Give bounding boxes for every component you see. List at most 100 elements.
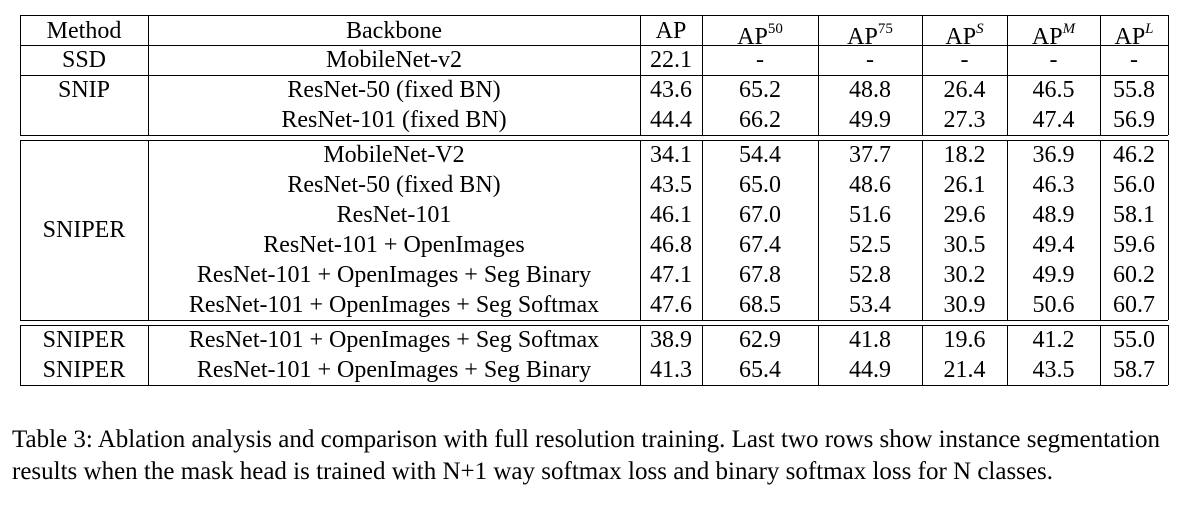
- column-rule: [1168, 140, 1169, 320]
- block-bottom-rule: [20, 135, 1168, 136]
- backbone-cell: ResNet-101 + OpenImages + Seg Binary: [196, 262, 592, 288]
- metric-cell-ap75: 48.8: [849, 77, 891, 103]
- metric-cell-aps: 21.4: [943, 357, 986, 383]
- metric-cell-aps: 30.2: [943, 262, 986, 288]
- metric-cell-apl: 55.0: [1113, 327, 1155, 353]
- backbone-cell: ResNet-50 (fixed BN): [287, 172, 501, 198]
- header-apl-superscript: L: [1145, 21, 1154, 37]
- metric-cell-ap50: -: [756, 47, 764, 73]
- column-rule: [20, 140, 21, 320]
- backbone-cell: ResNet-101 + OpenImages + Seg Softmax: [188, 327, 600, 353]
- metric-cell-ap: 46.1: [650, 202, 692, 228]
- column-rule: [922, 325, 923, 385]
- metric-cell-ap: 22.1: [650, 47, 692, 73]
- header-backbone: Backbone: [346, 18, 442, 44]
- column-rule: [640, 325, 641, 385]
- header-ap75-superscript: 75: [877, 21, 893, 37]
- header-aps: APS: [922, 16, 1007, 50]
- metric-cell-ap75: 41.8: [849, 327, 891, 353]
- method-cell: SSD: [61, 47, 107, 73]
- column-rule: [1100, 140, 1101, 320]
- metric-cell-ap50: 67.0: [739, 202, 781, 228]
- header-apl: APL: [1100, 16, 1168, 50]
- group-rule: [20, 75, 1168, 76]
- header-method: Method: [46, 18, 122, 44]
- metric-cell-ap: 38.9: [650, 327, 692, 353]
- metric-cell-ap: 47.6: [650, 292, 692, 318]
- metric-cell-ap50: 66.2: [739, 107, 781, 133]
- column-rule: [922, 15, 923, 135]
- column-rule: [922, 140, 923, 320]
- backbone-cell: ResNet-101 (fixed BN): [281, 107, 507, 133]
- metric-cell-ap50: 67.8: [739, 262, 781, 288]
- block-bottom-rule: [20, 320, 1168, 321]
- metric-cell-aps: 26.1: [943, 172, 986, 198]
- backbone-cell: MobileNet-v2: [326, 47, 462, 73]
- metric-cell-apl: 56.9: [1113, 107, 1155, 133]
- metric-cell-ap50: 62.9: [739, 327, 781, 353]
- column-rule: [148, 140, 149, 320]
- metric-cell-aps: 19.6: [943, 327, 986, 353]
- header-ap75: AP75: [818, 16, 922, 50]
- metric-cell-ap: 43.6: [650, 77, 692, 103]
- column-rule: [1007, 15, 1008, 135]
- metric-cell-ap50: 65.0: [739, 172, 781, 198]
- column-rule: [702, 15, 703, 135]
- backbone-cell: ResNet-101 + OpenImages + Seg Softmax: [188, 292, 600, 318]
- method-cell: SNIPER: [42, 327, 126, 353]
- metric-cell-apl: 58.7: [1113, 357, 1155, 383]
- metric-cell-ap75: 51.6: [849, 202, 891, 228]
- column-rule: [818, 325, 819, 385]
- metric-cell-aps: 29.6: [943, 202, 986, 228]
- metric-cell-ap75: 37.7: [849, 142, 891, 168]
- method-cell: SNIP: [57, 77, 111, 103]
- metric-cell-ap75: -: [866, 47, 874, 73]
- block-top-rule: [20, 140, 1168, 141]
- header-aps-superscript: S: [976, 21, 984, 37]
- column-rule: [818, 15, 819, 135]
- metric-cell-aps: 26.4: [943, 77, 986, 103]
- column-rule: [20, 325, 21, 385]
- metric-cell-apm: 48.9: [1032, 202, 1075, 228]
- metric-cell-ap50: 68.5: [739, 292, 781, 318]
- column-rule: [1100, 325, 1101, 385]
- column-rule: [1100, 15, 1101, 135]
- metric-cell-ap: 44.4: [650, 107, 692, 133]
- metric-cell-apm: 41.2: [1032, 327, 1075, 353]
- column-rule: [1007, 325, 1008, 385]
- metric-cell-ap: 47.1: [650, 262, 692, 288]
- metric-cell-aps: 27.3: [943, 107, 986, 133]
- header-ap: AP: [655, 18, 687, 44]
- column-rule: [702, 140, 703, 320]
- backbone-cell: MobileNet-V2: [323, 142, 465, 168]
- column-rule: [818, 140, 819, 320]
- metric-cell-apm: 47.4: [1032, 107, 1075, 133]
- metric-cell-ap75: 52.8: [849, 262, 891, 288]
- metric-cell-ap75: 49.9: [849, 107, 891, 133]
- metric-cell-ap75: 52.5: [849, 232, 891, 258]
- metric-cell-ap50: 65.2: [739, 77, 781, 103]
- metric-cell-ap75: 53.4: [849, 292, 891, 318]
- metric-cell-apl: 60.2: [1113, 262, 1155, 288]
- header-ap50: AP50: [702, 16, 818, 50]
- backbone-cell: ResNet-101 + OpenImages + Seg Binary: [196, 357, 592, 383]
- metric-cell-ap75: 44.9: [849, 357, 891, 383]
- metric-cell-ap50: 54.4: [739, 142, 781, 168]
- column-rule: [20, 15, 21, 135]
- metric-cell-apm: 49.9: [1032, 262, 1075, 288]
- method-cell: SNIPER: [42, 217, 126, 243]
- column-rule: [148, 325, 149, 385]
- column-rule: [1168, 15, 1169, 135]
- column-rule: [148, 15, 149, 135]
- column-rule: [702, 325, 703, 385]
- metric-cell-ap: 46.8: [650, 232, 692, 258]
- metric-cell-aps: 30.9: [943, 292, 986, 318]
- metric-cell-ap75: 48.6: [849, 172, 891, 198]
- metric-cell-apm: 46.3: [1032, 172, 1075, 198]
- metric-cell-apm: 49.4: [1032, 232, 1075, 258]
- metric-cell-apm: 36.9: [1032, 142, 1075, 168]
- metric-cell-aps: 18.2: [943, 142, 986, 168]
- method-cell: SNIPER: [42, 357, 126, 383]
- metric-cell-ap50: 67.4: [739, 232, 781, 258]
- backbone-cell: ResNet-101: [336, 202, 452, 228]
